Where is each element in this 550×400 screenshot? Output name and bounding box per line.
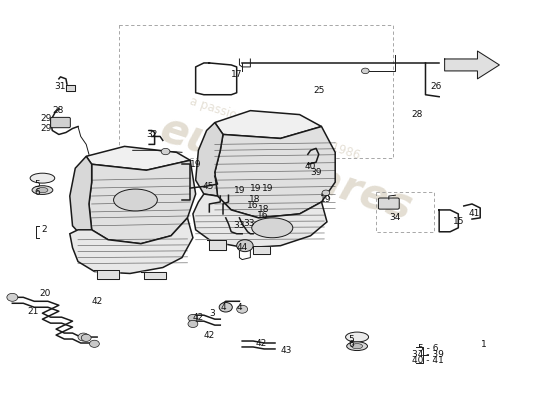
Text: 21: 21 bbox=[28, 307, 39, 316]
Circle shape bbox=[90, 340, 100, 347]
Text: 42: 42 bbox=[192, 313, 204, 322]
Text: eurospares: eurospares bbox=[155, 108, 417, 229]
Text: 19: 19 bbox=[250, 184, 262, 192]
Ellipse shape bbox=[37, 188, 48, 193]
Text: 16: 16 bbox=[248, 202, 259, 210]
Text: 5 - 6: 5 - 6 bbox=[418, 344, 438, 354]
Circle shape bbox=[81, 334, 91, 342]
Text: 28: 28 bbox=[411, 110, 423, 119]
Text: 45: 45 bbox=[202, 182, 214, 190]
Text: 5: 5 bbox=[349, 334, 355, 344]
Text: 42: 42 bbox=[256, 338, 267, 348]
Text: 2: 2 bbox=[41, 225, 47, 234]
Polygon shape bbox=[70, 218, 193, 274]
Circle shape bbox=[236, 305, 248, 313]
Polygon shape bbox=[95, 270, 119, 280]
Polygon shape bbox=[89, 160, 196, 244]
Text: 6: 6 bbox=[34, 188, 40, 196]
Ellipse shape bbox=[32, 186, 53, 194]
Text: 42: 42 bbox=[204, 330, 215, 340]
Text: 34: 34 bbox=[390, 213, 401, 222]
Text: 33: 33 bbox=[244, 219, 255, 228]
FancyBboxPatch shape bbox=[378, 198, 399, 209]
Circle shape bbox=[188, 320, 198, 328]
Text: 26: 26 bbox=[431, 82, 442, 91]
Text: 16: 16 bbox=[257, 211, 268, 220]
Polygon shape bbox=[86, 146, 190, 170]
Polygon shape bbox=[196, 122, 223, 196]
Text: 3: 3 bbox=[209, 309, 215, 318]
Text: 29: 29 bbox=[41, 114, 52, 123]
Polygon shape bbox=[141, 272, 166, 280]
Text: 39: 39 bbox=[310, 168, 322, 177]
Text: 25: 25 bbox=[313, 86, 324, 95]
Polygon shape bbox=[215, 126, 335, 218]
Polygon shape bbox=[193, 194, 327, 248]
Text: 31: 31 bbox=[55, 82, 66, 91]
Text: 4: 4 bbox=[220, 303, 226, 312]
Text: 40: 40 bbox=[305, 162, 316, 171]
Polygon shape bbox=[444, 51, 499, 79]
Text: 34 - 39: 34 - 39 bbox=[412, 350, 444, 359]
Text: 44: 44 bbox=[236, 243, 248, 252]
Polygon shape bbox=[70, 156, 92, 238]
Circle shape bbox=[361, 68, 369, 74]
Text: 43: 43 bbox=[280, 346, 292, 356]
Ellipse shape bbox=[252, 218, 293, 238]
Ellipse shape bbox=[30, 173, 55, 183]
FancyBboxPatch shape bbox=[51, 117, 70, 128]
Text: 6: 6 bbox=[349, 340, 355, 350]
Circle shape bbox=[7, 293, 18, 301]
Text: 19: 19 bbox=[320, 196, 331, 204]
Polygon shape bbox=[66, 85, 75, 91]
Circle shape bbox=[78, 333, 89, 341]
Text: 40 - 41: 40 - 41 bbox=[412, 356, 444, 364]
Polygon shape bbox=[207, 240, 226, 250]
Text: 5: 5 bbox=[34, 180, 40, 189]
Ellipse shape bbox=[345, 332, 368, 342]
Text: 1: 1 bbox=[481, 340, 487, 350]
Text: 18: 18 bbox=[249, 196, 261, 204]
Circle shape bbox=[188, 314, 198, 322]
Text: 19: 19 bbox=[262, 184, 274, 192]
Text: 20: 20 bbox=[40, 289, 51, 298]
Text: 28: 28 bbox=[52, 106, 63, 115]
Ellipse shape bbox=[113, 189, 157, 211]
Text: 4: 4 bbox=[236, 303, 242, 312]
Circle shape bbox=[236, 240, 253, 252]
Circle shape bbox=[322, 190, 329, 196]
Text: 19: 19 bbox=[234, 186, 245, 194]
Polygon shape bbox=[215, 111, 322, 138]
Text: 29: 29 bbox=[41, 124, 52, 133]
Text: 33: 33 bbox=[234, 221, 245, 230]
Text: 15: 15 bbox=[453, 217, 464, 226]
Text: 17: 17 bbox=[231, 70, 243, 79]
Ellipse shape bbox=[351, 344, 362, 349]
Ellipse shape bbox=[346, 342, 367, 350]
Text: 41: 41 bbox=[469, 210, 480, 218]
Circle shape bbox=[219, 302, 232, 312]
Polygon shape bbox=[250, 246, 270, 254]
Text: 42: 42 bbox=[91, 297, 103, 306]
Circle shape bbox=[161, 148, 170, 155]
Text: 18: 18 bbox=[258, 206, 270, 214]
Text: 32: 32 bbox=[146, 130, 157, 139]
Text: a passion for parts since 1986: a passion for parts since 1986 bbox=[188, 95, 362, 162]
Text: 19: 19 bbox=[190, 160, 201, 169]
